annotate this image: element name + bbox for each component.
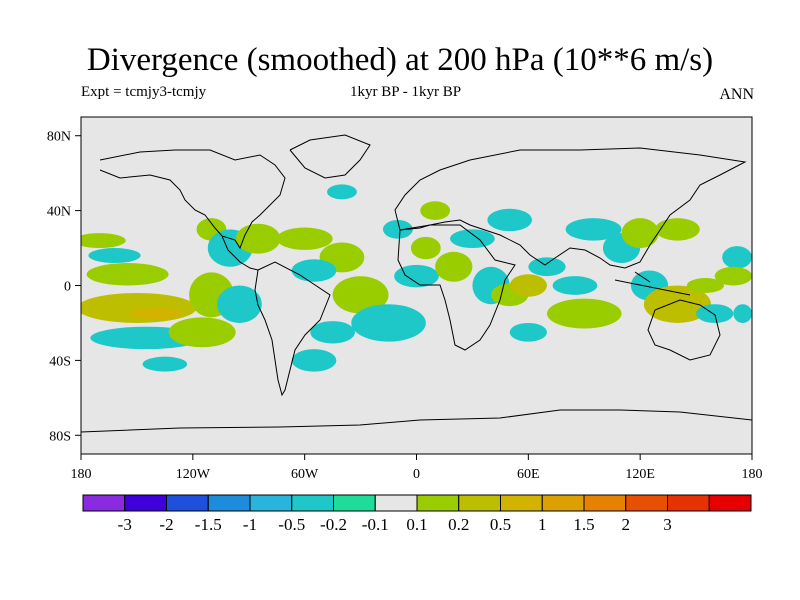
field-blob-12 <box>217 285 262 323</box>
colorbar-box-15 <box>708 494 752 512</box>
colorbar-box-12 <box>583 494 627 512</box>
period-label: 1kyr BP - 1kyr BP <box>350 84 462 100</box>
field-blob-15 <box>291 259 337 282</box>
y-tick-label-4: 80S <box>49 429 71 444</box>
antarctica-coast <box>81 409 752 433</box>
x-tick-label-0: 180 <box>71 467 92 482</box>
field-blob-3 <box>81 292 197 323</box>
field-blob-0 <box>81 233 126 249</box>
field-blob-17 <box>351 304 426 342</box>
x-tick-label-4: 60E <box>517 467 540 482</box>
field-blob-21 <box>382 219 413 239</box>
x-tick-label-5: 120E <box>625 467 655 482</box>
field-blob-27 <box>487 208 533 232</box>
field-blob-41 <box>686 278 725 293</box>
colorbar-label-8: 0.2 <box>448 515 469 534</box>
y-tick-label-2: 0 <box>64 280 71 295</box>
field-blob-25 <box>435 251 473 282</box>
y-tick-label-0: 80N <box>47 130 71 145</box>
map-axes: 80N 40N 0 40S 80S 180 120W 60W 0 60E 120E 180 <box>47 130 763 482</box>
colorbar-box-1 <box>124 494 167 512</box>
north-america-coast <box>99 149 286 250</box>
colorbar-label-7: 0.1 <box>406 515 427 534</box>
x-tick-label-2: 60W <box>291 467 319 482</box>
field-blob-30 <box>509 274 547 297</box>
field-blob-4 <box>129 307 182 320</box>
eurasia-coast <box>394 147 747 269</box>
x-tick-label-1: 120W <box>176 467 211 482</box>
colorbar-box-4 <box>249 494 293 512</box>
colorbar-box-5 <box>291 494 334 512</box>
y-tick-label-3: 40S <box>49 354 71 369</box>
field-blob-2 <box>86 263 169 286</box>
colorbar-label-11: 1.5 <box>573 515 594 534</box>
divergence-field <box>81 184 752 372</box>
central-america-coast <box>221 235 259 271</box>
colorbar-label-2: -1.5 <box>195 515 222 534</box>
colorbar-label-5: -0.2 <box>320 515 347 534</box>
colorbar-box-11 <box>541 494 585 512</box>
colorbar-box-13 <box>625 494 668 512</box>
colorbar-label-10: 1 <box>538 515 547 534</box>
colorbar-label-4: -0.5 <box>278 515 305 534</box>
field-blob-18 <box>310 321 355 344</box>
field-blob-20 <box>291 349 337 372</box>
field-blob-8 <box>235 223 281 254</box>
field-blob-38 <box>655 218 700 241</box>
field-blob-34 <box>509 322 547 342</box>
y-tick-label-1: 40N <box>47 205 71 220</box>
field-blob-19 <box>327 184 357 200</box>
australia-coast <box>647 299 721 361</box>
field-blob-37 <box>621 218 659 249</box>
colorbar-box-0 <box>82 494 126 512</box>
field-blob-31 <box>528 257 566 277</box>
colorbar-label-9: 0.5 <box>490 515 511 534</box>
x-tick-label-6: 180 <box>742 467 763 482</box>
field-blob-24 <box>394 264 439 288</box>
africa-coast <box>397 224 516 351</box>
experiment-label: Expt = tcmjy3-tcmjy <box>81 84 207 100</box>
south-america-coast <box>254 261 331 397</box>
field-blob-10 <box>168 317 236 348</box>
field-blob-45 <box>714 266 752 286</box>
field-blob-33 <box>546 298 622 329</box>
field-blob-13 <box>276 227 333 250</box>
field-blob-1 <box>88 248 141 264</box>
colorbar-label-1: -2 <box>159 515 173 534</box>
field-blob-11 <box>142 356 188 372</box>
field-blob-42 <box>696 304 734 323</box>
field-blob-44 <box>733 304 752 323</box>
colorbar-box-9 <box>458 494 501 512</box>
colorbar-label-3: -1 <box>243 515 257 534</box>
colorbar-label-12: 2 <box>622 515 631 534</box>
indonesia-coast <box>614 271 691 296</box>
field-blob-16 <box>332 276 389 314</box>
colorbar-box-10 <box>500 494 543 512</box>
field-blob-32 <box>552 276 598 295</box>
field-blob-40 <box>643 285 711 323</box>
colorbar-label-0: -3 <box>118 515 132 534</box>
colorbar-box-8 <box>416 494 460 512</box>
greenland-coast <box>289 134 371 179</box>
field-blob-22 <box>420 201 451 220</box>
x-tick-label-3: 0 <box>413 467 420 482</box>
colorbar: -3 -2 -1.5 -1 -0.5 -0.2 -0.1 0.1 0.2 0.5 1 1.5 2 3 <box>82 494 752 534</box>
colorbar-box-2 <box>166 494 209 512</box>
colorbar-label-13: 3 <box>663 515 672 534</box>
season-label: ANN <box>719 86 754 103</box>
colorbar-box-7 <box>374 494 418 512</box>
colorbar-box-14 <box>667 494 710 512</box>
field-blob-43 <box>722 246 752 269</box>
field-blob-35 <box>565 218 622 241</box>
colorbar-box-6 <box>333 494 376 512</box>
coastlines <box>81 134 752 433</box>
colorbar-box-3 <box>207 494 251 512</box>
field-blob-23 <box>410 236 441 260</box>
field-blob-26 <box>450 229 495 249</box>
colorbar-label-6: -0.1 <box>362 515 389 534</box>
map-title: Divergence (smoothed) at 200 hPa (10**6 … <box>86 42 714 78</box>
